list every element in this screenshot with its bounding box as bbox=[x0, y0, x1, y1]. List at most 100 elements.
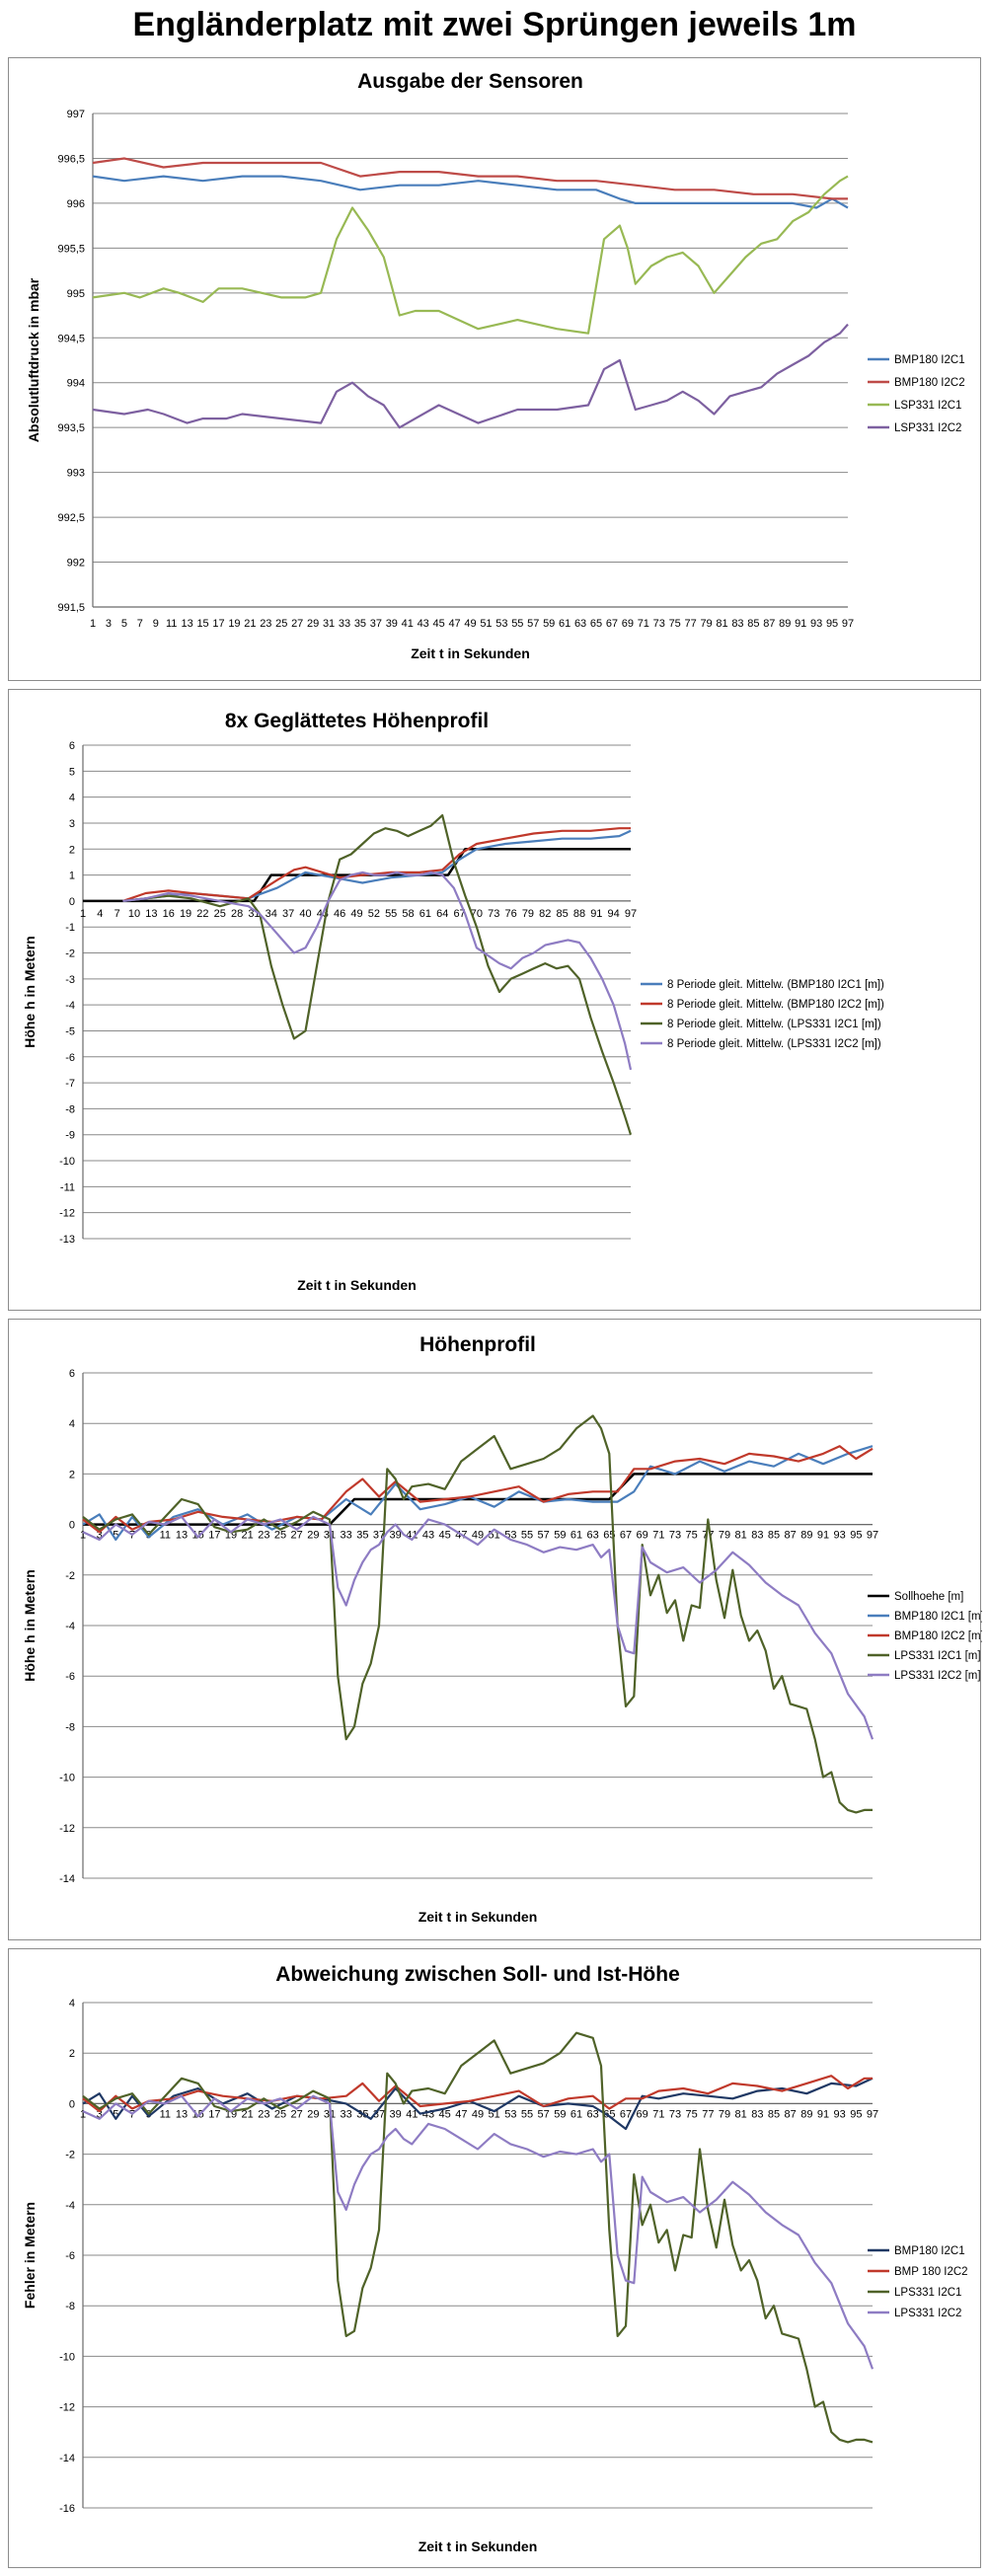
legend-item-lps331-i2c1: LPS331 I2C1 bbox=[868, 2287, 961, 2299]
y-tick-label: 993 bbox=[67, 468, 85, 480]
y-tick-label: -9 bbox=[65, 1130, 75, 1142]
x-tick-label: 91 bbox=[817, 1530, 829, 1542]
x-tick-label: 79 bbox=[719, 2108, 730, 2120]
legend-item-sollhoehe-m: Sollhoehe [m] bbox=[868, 1591, 963, 1603]
x-axis-label: Zeit t in Sekunden bbox=[411, 645, 530, 661]
y-tick-label: -1 bbox=[65, 922, 75, 934]
y-tick-label: 4 bbox=[69, 1418, 75, 1430]
x-tick-label: 83 bbox=[751, 1530, 763, 1542]
x-tick-label: 51 bbox=[489, 2108, 500, 2120]
series-line-lsp331-i2c1 bbox=[92, 175, 849, 335]
legend-label: BMP180 I2C1 bbox=[894, 354, 965, 366]
chart-title: Höhenprofil bbox=[419, 1333, 536, 1356]
y-tick-label: -6 bbox=[65, 1671, 75, 1683]
legend-item-8-periode-gleit-mittelw-lps331-i2c2-m: 8 Periode gleit. Mittelw. (LPS331 I2C2 [… bbox=[641, 1038, 881, 1050]
x-tick-label: 1 bbox=[90, 618, 96, 630]
y-tick-label: 992,5 bbox=[57, 512, 85, 524]
x-tick-label: 79 bbox=[719, 1530, 730, 1542]
x-tick-label: 61 bbox=[571, 1530, 582, 1542]
x-tick-label: 67 bbox=[606, 618, 618, 630]
y-tick-label: -13 bbox=[59, 1234, 75, 1246]
x-tick-label: 43 bbox=[418, 618, 429, 630]
x-tick-label: 87 bbox=[785, 1530, 797, 1542]
legend-label: LPS331 I2C1 [m] bbox=[894, 1650, 981, 1662]
series-line-8-periode-gleit-mittelw-lps331-i2c1-m bbox=[122, 813, 633, 1136]
x-axis-label: Zeit t in Sekunden bbox=[418, 1909, 538, 1925]
x-tick-label: 69 bbox=[637, 2108, 648, 2120]
y-axis-label: Fehler in Metern bbox=[22, 2202, 38, 2309]
x-tick-label: 47 bbox=[448, 618, 460, 630]
x-tick-label: 77 bbox=[685, 618, 697, 630]
x-tick-label: 89 bbox=[779, 618, 791, 630]
x-tick-label: 46 bbox=[334, 908, 345, 920]
x-tick-label: 69 bbox=[622, 618, 634, 630]
y-tick-label: -6 bbox=[65, 1052, 75, 1064]
x-tick-label: 81 bbox=[716, 618, 727, 630]
y-tick-label: -2 bbox=[65, 1570, 75, 1582]
x-tick-label: 37 bbox=[282, 908, 294, 920]
x-tick-label: 63 bbox=[574, 618, 586, 630]
x-tick-label: 64 bbox=[436, 908, 448, 920]
x-tick-label: 1 bbox=[80, 2108, 86, 2120]
x-tick-label: 9 bbox=[153, 618, 159, 630]
x-tick-label: 79 bbox=[700, 618, 712, 630]
y-tick-label: -12 bbox=[59, 1823, 75, 1835]
y-tick-label: 0 bbox=[69, 2098, 75, 2110]
legend-item-8-periode-gleit-mittelw-bmp180-i2c1-m: 8 Periode gleit. Mittelw. (BMP180 I2C1 [… bbox=[641, 979, 884, 991]
y-tick-label: 1 bbox=[69, 871, 75, 882]
x-tick-label: 39 bbox=[386, 618, 398, 630]
y-tick-label: -8 bbox=[65, 1721, 75, 1733]
y-tick-label: 995 bbox=[67, 288, 85, 300]
x-tick-label: 25 bbox=[275, 618, 287, 630]
y-tick-label: -8 bbox=[65, 1103, 75, 1115]
x-tick-label: 19 bbox=[228, 618, 240, 630]
series-line-lsp331-i2c2 bbox=[92, 323, 849, 429]
x-tick-label: 7 bbox=[114, 908, 120, 920]
x-tick-label: 85 bbox=[747, 618, 759, 630]
x-tick-label: 17 bbox=[208, 1530, 220, 1542]
x-tick-label: 52 bbox=[368, 908, 380, 920]
x-tick-label: 29 bbox=[307, 2108, 319, 2120]
legend-label: 8 Periode gleit. Mittelw. (LPS331 I2C1 [… bbox=[667, 1019, 881, 1030]
x-tick-label: 11 bbox=[160, 2108, 171, 2120]
legend-item-bmp-180-i2c2: BMP 180 I2C2 bbox=[868, 2266, 968, 2278]
x-tick-label: 33 bbox=[339, 618, 350, 630]
y-tick-label: -6 bbox=[65, 2250, 75, 2262]
y-tick-label: -2 bbox=[65, 948, 75, 960]
x-tick-label: 53 bbox=[504, 2108, 516, 2120]
x-tick-label: 89 bbox=[800, 1530, 812, 1542]
x-tick-label: 49 bbox=[350, 908, 362, 920]
x-tick-label: 85 bbox=[557, 908, 569, 920]
x-tick-label: 35 bbox=[356, 1530, 368, 1542]
x-tick-label: 75 bbox=[669, 618, 681, 630]
legend-item-8-periode-gleit-mittelw-lps331-i2c1-m: 8 Periode gleit. Mittelw. (LPS331 I2C1 [… bbox=[641, 1019, 881, 1030]
chart-panel-deviation: Abweichung zwischen Soll- und Ist-Höhe -1… bbox=[8, 1948, 981, 2568]
x-axis-label: Zeit t in Sekunden bbox=[297, 1277, 417, 1293]
x-tick-label: 73 bbox=[488, 908, 499, 920]
y-tick-label: 3 bbox=[69, 818, 75, 830]
y-tick-label: -11 bbox=[60, 1181, 75, 1193]
legend-item-bmp180-i2c2-m: BMP180 I2C2 [m] bbox=[868, 1630, 982, 1642]
y-tick-label: -5 bbox=[65, 1025, 75, 1037]
x-tick-label: 97 bbox=[867, 1530, 878, 1542]
legend-label: LPS331 I2C2 [m] bbox=[894, 1670, 981, 1682]
y-tick-label: -12 bbox=[59, 1208, 75, 1220]
x-tick-label: 25 bbox=[214, 908, 226, 920]
x-tick-label: 93 bbox=[834, 2108, 846, 2120]
y-tick-label: 997 bbox=[67, 109, 85, 120]
chart-deviation: Abweichung zwischen Soll- und Ist-Höhe -1… bbox=[22, 1963, 968, 2554]
y-tick-label: 991,5 bbox=[57, 602, 85, 614]
series-line-8-periode-gleit-mittelw-lps331-i2c2-m bbox=[122, 871, 633, 1071]
x-tick-label: 21 bbox=[242, 1530, 254, 1542]
y-tick-label: 996,5 bbox=[57, 153, 85, 165]
x-tick-label: 49 bbox=[472, 1530, 484, 1542]
y-tick-label: -8 bbox=[65, 2301, 75, 2312]
x-tick-label: 69 bbox=[637, 1530, 648, 1542]
legend-item-bmp180-i2c1-m: BMP180 I2C1 [m] bbox=[868, 1611, 982, 1623]
page-title: Engländerplatz mit zwei Sprüngen jeweils… bbox=[132, 6, 857, 43]
x-tick-label: 5 bbox=[113, 2108, 118, 2120]
x-tick-label: 7 bbox=[137, 618, 143, 630]
y-tick-label: 2 bbox=[69, 2048, 75, 2060]
x-tick-label: 39 bbox=[390, 2108, 402, 2120]
series-line-8-periode-gleit-mittelw-bmp180-i2c1-m bbox=[122, 829, 632, 902]
